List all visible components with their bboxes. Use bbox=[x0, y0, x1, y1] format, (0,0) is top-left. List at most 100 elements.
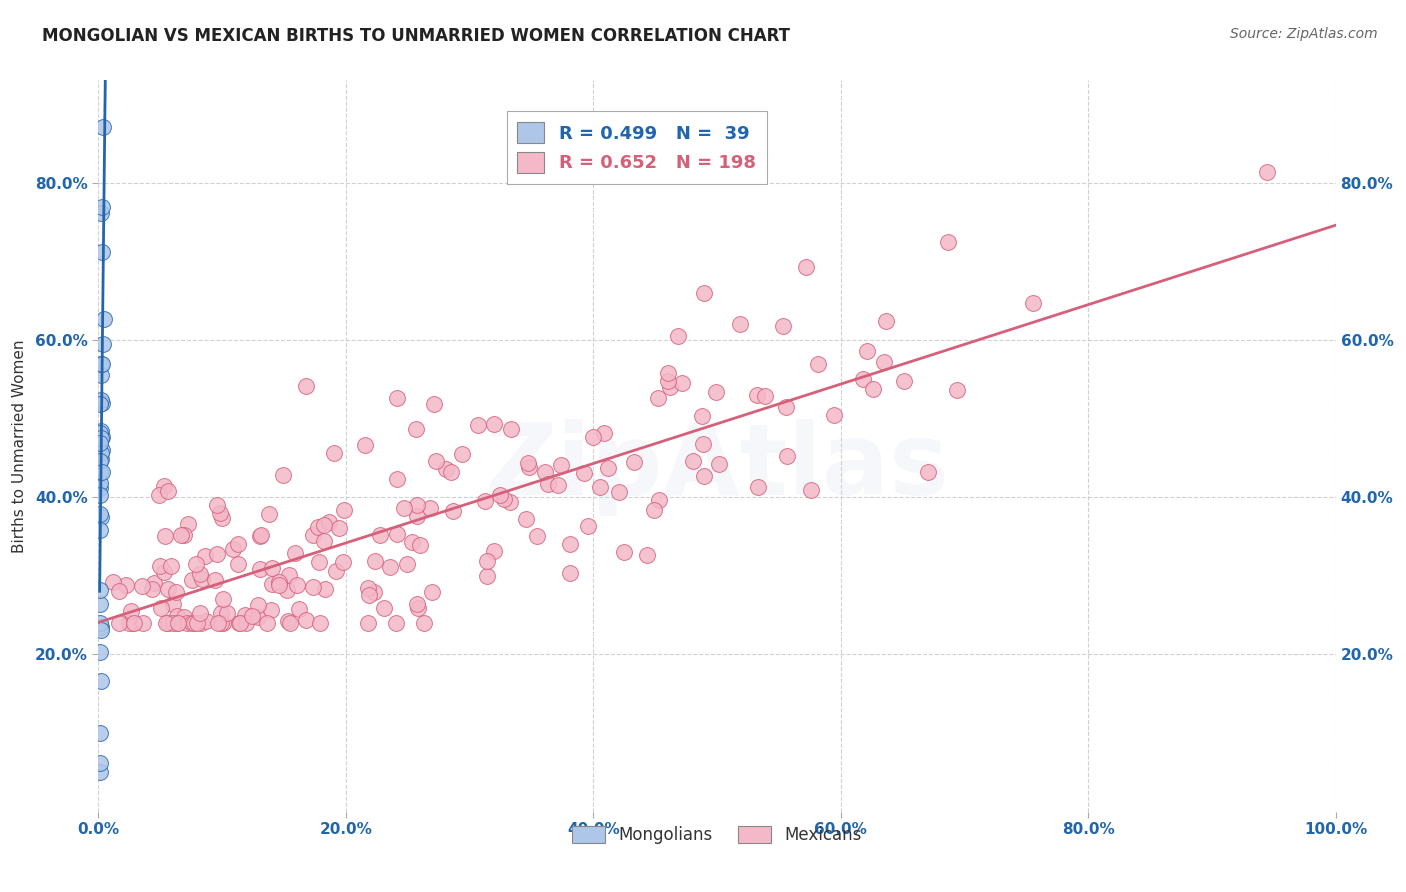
Point bbox=[190, 572, 212, 586]
Legend: Mongolians, Mexicans: Mongolians, Mexicans bbox=[565, 820, 869, 851]
Point bbox=[613, 545, 636, 559]
Point bbox=[284, 546, 307, 560]
Point bbox=[772, 319, 794, 334]
Point bbox=[312, 517, 335, 532]
Point bbox=[260, 603, 283, 617]
Point bbox=[643, 503, 665, 517]
Point bbox=[207, 615, 229, 630]
Point bbox=[558, 536, 581, 550]
Point bbox=[807, 358, 830, 372]
Point bbox=[222, 541, 245, 556]
Point bbox=[307, 519, 329, 533]
Point bbox=[692, 437, 714, 451]
Point bbox=[121, 615, 143, 630]
Point bbox=[285, 578, 308, 592]
Point bbox=[318, 516, 340, 530]
Point bbox=[249, 562, 271, 576]
Point bbox=[89, 765, 111, 780]
Point bbox=[467, 418, 489, 433]
Point bbox=[89, 476, 111, 491]
Point bbox=[325, 564, 347, 578]
Point bbox=[572, 467, 595, 481]
Point bbox=[190, 615, 212, 630]
Point bbox=[413, 615, 436, 630]
Point bbox=[276, 583, 298, 598]
Point bbox=[90, 200, 112, 214]
Point bbox=[89, 616, 111, 631]
Point bbox=[380, 559, 402, 574]
Point bbox=[592, 426, 614, 441]
Point bbox=[425, 453, 447, 467]
Point bbox=[153, 479, 176, 493]
Point bbox=[249, 529, 271, 543]
Point bbox=[90, 674, 112, 689]
Point bbox=[91, 357, 114, 371]
Point bbox=[211, 615, 233, 630]
Point bbox=[89, 507, 111, 521]
Point bbox=[91, 120, 114, 135]
Point bbox=[409, 538, 432, 552]
Point bbox=[623, 455, 645, 469]
Point bbox=[194, 614, 217, 628]
Point bbox=[120, 603, 142, 617]
Point bbox=[406, 601, 429, 615]
Point bbox=[302, 528, 325, 542]
Point bbox=[153, 528, 176, 542]
Point bbox=[434, 462, 457, 476]
Point bbox=[775, 400, 797, 414]
Point bbox=[800, 483, 823, 498]
Point bbox=[333, 503, 356, 517]
Point bbox=[657, 367, 679, 381]
Point bbox=[181, 615, 204, 630]
Point bbox=[89, 466, 111, 480]
Point bbox=[173, 527, 195, 541]
Point bbox=[747, 388, 769, 402]
Point bbox=[149, 559, 172, 574]
Point bbox=[217, 606, 239, 620]
Point bbox=[692, 409, 714, 423]
Point bbox=[280, 615, 302, 630]
Point bbox=[170, 527, 193, 541]
Point bbox=[186, 615, 208, 630]
Point bbox=[262, 577, 284, 591]
Point bbox=[150, 600, 173, 615]
Point bbox=[141, 582, 163, 596]
Point bbox=[754, 389, 776, 403]
Point bbox=[277, 568, 299, 582]
Point bbox=[155, 615, 177, 630]
Y-axis label: Births to Unmarried Women: Births to Unmarried Women bbox=[11, 339, 27, 553]
Point bbox=[271, 467, 294, 482]
Point bbox=[153, 565, 176, 579]
Point bbox=[354, 438, 377, 452]
Text: MONGOLIAN VS MEXICAN BIRTHS TO UNMARRIED WOMEN CORRELATION CHART: MONGOLIAN VS MEXICAN BIRTHS TO UNMARRIED… bbox=[42, 27, 790, 45]
Point bbox=[188, 566, 211, 581]
Point bbox=[211, 511, 233, 525]
Point bbox=[666, 329, 689, 343]
Point bbox=[1256, 164, 1278, 178]
Point bbox=[441, 504, 464, 518]
Point bbox=[364, 554, 387, 568]
Point bbox=[89, 425, 111, 440]
Point bbox=[177, 516, 200, 531]
Point bbox=[89, 624, 111, 638]
Point bbox=[89, 435, 111, 450]
Point bbox=[162, 597, 184, 611]
Point bbox=[108, 583, 131, 598]
Point bbox=[250, 527, 273, 541]
Point bbox=[89, 453, 111, 467]
Point bbox=[89, 488, 111, 502]
Point bbox=[494, 492, 516, 507]
Point bbox=[405, 597, 427, 611]
Point bbox=[607, 484, 630, 499]
Point bbox=[596, 461, 619, 475]
Point bbox=[855, 343, 877, 358]
Point bbox=[205, 548, 228, 562]
Point bbox=[576, 518, 599, 533]
Point bbox=[707, 457, 730, 471]
Point bbox=[322, 446, 344, 460]
Point bbox=[118, 615, 141, 630]
Point bbox=[1022, 296, 1045, 310]
Point bbox=[484, 417, 506, 432]
Point bbox=[405, 509, 427, 524]
Point bbox=[401, 535, 423, 549]
